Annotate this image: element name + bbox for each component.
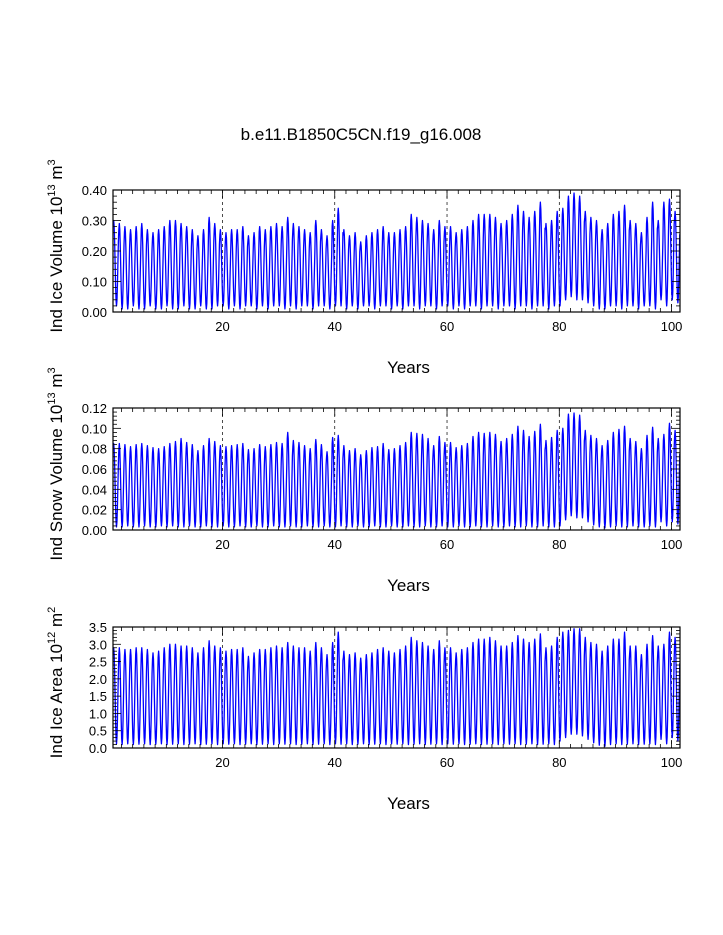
y-axis-label: Ind Ice Volume 1013 m3 — [46, 159, 66, 332]
y-tick-label: 0.02 — [82, 503, 107, 518]
y-tick-label: 0.20 — [82, 244, 107, 259]
x-tick-label: 20 — [215, 755, 229, 770]
y-tick-label: 0.04 — [82, 482, 107, 497]
x-tick-label: 40 — [328, 537, 342, 552]
y-tick-label: 1.5 — [89, 689, 107, 704]
y-axis-label-unit: m — [47, 613, 66, 632]
y-tick-label: 0.08 — [82, 442, 107, 457]
y-axis-label-main: Ind Ice Volume 10 — [47, 197, 66, 333]
y-tick-label: 0.30 — [82, 214, 107, 229]
y-tick-label: 0.00 — [82, 305, 107, 320]
y-tick-label: 3.5 — [89, 620, 107, 635]
y-tick-label: 2.0 — [89, 672, 107, 687]
panel-ice-area: 20 40 60 80 100 0.0 0.5 1.0 1.5 2.0 2.5 3.0 3.5 Years… — [46, 607, 682, 813]
series-line-snow-volume — [112, 412, 681, 529]
y-axis-label-main: Ind Ice Area 10 — [47, 644, 66, 758]
y-tick-label: 0.06 — [82, 462, 107, 477]
y-tick-label: 2.5 — [89, 655, 107, 670]
y-tick-label: 0.40 — [82, 183, 107, 198]
x-tick-label: 80 — [552, 537, 566, 552]
series-line-ice-area — [112, 628, 681, 747]
y-axis-label-exponent: 13 — [46, 184, 58, 196]
panel-snow-volume: 20 40 60 80 100 0.00 0.02 0.04 0.06 0.08 0.10 0.12 Y… — [46, 367, 682, 595]
y-axis-label-unit: m — [47, 165, 66, 184]
x-tick-label: 60 — [440, 537, 454, 552]
x-tick-label: 100 — [661, 755, 683, 770]
y-axis-label-main: Ind Snow Volume 10 — [47, 405, 66, 561]
x-axis-label: Years — [387, 794, 430, 813]
x-tick-label: 20 — [215, 537, 229, 552]
panels: 20 40 60 80 100 0.00 0.10 0.20 0.30 0.40 Years Ind … — [46, 159, 682, 813]
x-tick-label: 100 — [661, 319, 683, 334]
y-tick-label: 0.5 — [89, 724, 107, 739]
x-tick-label: 20 — [215, 319, 229, 334]
figure-title: b.e11.B1850C5CN.f19_g16.008 — [241, 125, 482, 144]
y-axis-label-unit-exponent: 3 — [46, 367, 58, 373]
x-tick-label: 60 — [440, 319, 454, 334]
x-tick-label: 100 — [661, 537, 683, 552]
y-axis-label-unit: m — [47, 374, 66, 393]
y-tick-label: 1.0 — [89, 706, 107, 721]
y-tick-label: 0.00 — [82, 523, 107, 538]
y-axis-label-unit-exponent: 3 — [46, 159, 58, 165]
y-tick-label: 0.12 — [82, 401, 107, 416]
y-axis-label: Ind Snow Volume 1013 m3 — [46, 367, 66, 560]
x-axis-label: Years — [387, 358, 430, 377]
y-axis-label-unit-exponent: 2 — [46, 607, 58, 613]
x-axis-label: Years — [387, 576, 430, 595]
y-tick-label: 0.10 — [82, 275, 107, 290]
y-tick-label: 3.0 — [89, 637, 107, 652]
y-axis-label: Ind Ice Area 1012 m2 — [46, 607, 66, 759]
series-line-ice-volume — [112, 192, 681, 310]
y-tick-label: 0.0 — [89, 741, 107, 756]
x-tick-label: 60 — [440, 755, 454, 770]
x-tick-label: 40 — [328, 319, 342, 334]
x-tick-label: 40 — [328, 755, 342, 770]
y-axis-label-exponent: 12 — [46, 632, 58, 644]
plot-frame — [112, 626, 681, 749]
y-tick-label: 0.10 — [82, 421, 107, 436]
x-tick-label: 80 — [552, 319, 566, 334]
x-tick-label: 80 — [552, 755, 566, 770]
y-axis-label-exponent: 13 — [46, 392, 58, 404]
panel-ice-volume: 20 40 60 80 100 0.00 0.10 0.20 0.30 0.40 Years Ind … — [46, 159, 682, 377]
